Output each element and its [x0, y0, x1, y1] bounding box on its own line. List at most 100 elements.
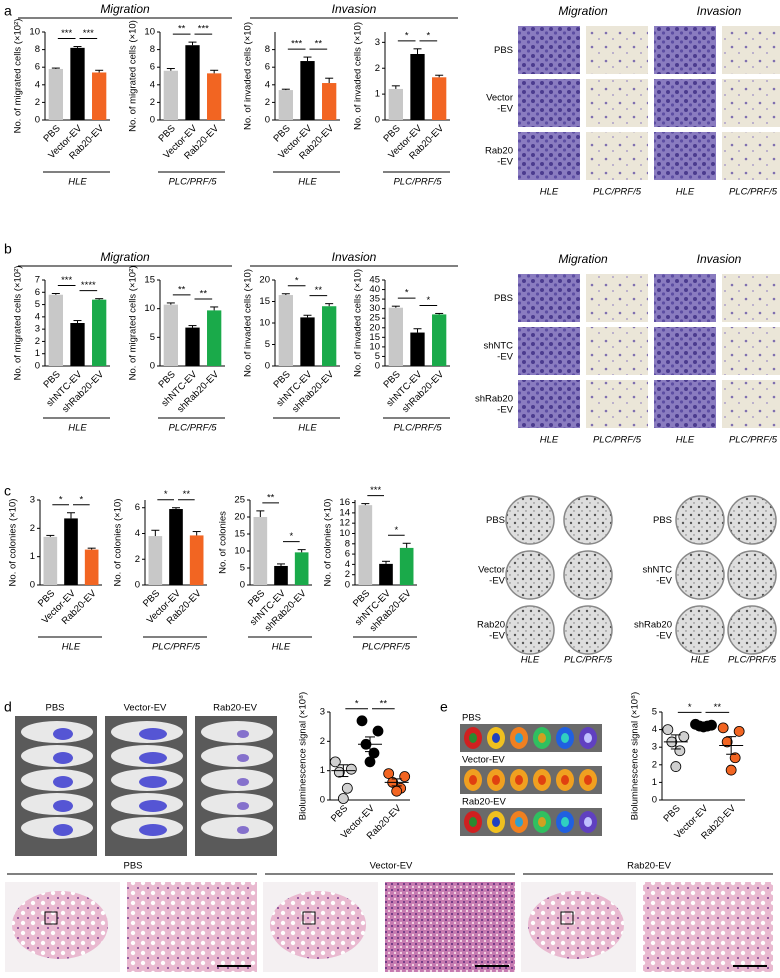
y-tick-label: 0 — [150, 115, 155, 126]
y-tick-label: 4 — [135, 528, 140, 539]
group-header: Rab20-EV — [627, 861, 671, 872]
significance-label: * — [164, 489, 168, 500]
row-label: shRab20 -EV — [634, 619, 673, 641]
y-tick-label: 20 — [369, 322, 380, 333]
bar — [92, 72, 107, 120]
row-label-line: -EV — [489, 575, 506, 586]
y-tick-label: 16 — [339, 497, 350, 508]
error-bar — [435, 74, 444, 78]
y-axis-label: No. of migrated cells (×10) — [128, 20, 139, 132]
y-tick-label: 3 — [30, 495, 35, 506]
error-bar — [361, 503, 370, 506]
bar — [278, 90, 293, 120]
image-row-label: PBS — [462, 713, 481, 724]
image-col-label: HLE — [540, 187, 559, 198]
group-header: PBS — [123, 861, 142, 872]
image-header: Invasion — [697, 4, 742, 18]
y-tick-label: 2 — [35, 97, 40, 108]
micrograph — [722, 132, 780, 180]
signal — [139, 776, 167, 788]
dot — [329, 756, 341, 768]
error-bar — [95, 69, 104, 73]
error-bar — [325, 77, 334, 84]
row-label-line: Vector — [478, 564, 505, 575]
signal — [139, 800, 167, 812]
error-bar — [382, 560, 390, 564]
panel-label: c — [4, 483, 11, 499]
y-tick-label: 45 — [369, 275, 380, 286]
colony-plate — [563, 495, 613, 545]
y-tick-label: 4 — [35, 79, 40, 90]
lung-strip — [460, 724, 602, 752]
significance-label: *** — [291, 39, 302, 50]
group-label: HLE — [298, 177, 317, 188]
y-tick-label: 14 — [339, 507, 350, 518]
y-tick-label: 0 — [345, 580, 350, 591]
y-axis-label: No. of migrated cells (×10²) — [13, 19, 24, 134]
image-col-label: PLC/PRF/5 — [593, 187, 642, 198]
bar — [358, 505, 373, 585]
bar — [70, 323, 85, 366]
error-bar — [281, 88, 290, 91]
dot — [337, 793, 349, 804]
colony-plate — [563, 550, 613, 600]
y-tick-label: 15 — [144, 275, 155, 286]
image-col-label: PLC/PRF/5 — [593, 435, 642, 446]
y-tick-label: 0 — [35, 361, 40, 372]
error-bar — [338, 764, 349, 778]
group-label: PLC/PRF/5 — [168, 177, 217, 188]
y-tick-label: 20 — [234, 512, 245, 523]
tissue — [270, 891, 366, 959]
y-tick-label: 3 — [35, 324, 40, 335]
dot — [729, 752, 741, 764]
group-label: HLE — [298, 423, 317, 434]
bar — [300, 61, 315, 120]
y-tick-label: 2 — [30, 523, 35, 534]
signal — [53, 824, 73, 836]
bar — [294, 552, 309, 585]
y-tick-label: 0 — [265, 115, 270, 126]
y-tick-label: 6 — [345, 549, 350, 560]
micrograph — [654, 79, 716, 127]
row-label-line: shRab20 — [475, 393, 513, 404]
y-tick-label: 10 — [339, 528, 350, 539]
error-bar — [210, 306, 219, 311]
y-axis-label: No. of colonies (×10) — [323, 499, 334, 587]
y-tick-label: 40 — [369, 284, 380, 295]
bar — [70, 47, 85, 121]
significance-label: *** — [61, 28, 72, 39]
error-bar — [51, 293, 60, 295]
y-tick-label: 4 — [265, 79, 270, 90]
significance-label: * — [405, 288, 409, 299]
error-bar — [413, 328, 422, 333]
row-label-line: -EV — [656, 575, 673, 586]
error-bar — [281, 293, 290, 296]
y-tick-label: 2 — [320, 736, 325, 747]
y-axis-label: No. of invaded cells (×10) — [243, 269, 254, 377]
row-label: PBS — [494, 45, 513, 56]
dot — [372, 725, 384, 737]
colony-plate — [505, 605, 555, 655]
signal — [139, 752, 167, 764]
row-label: shNTC -EV — [483, 340, 513, 362]
y-tick-label: 6 — [135, 502, 140, 513]
panel-label: b — [4, 241, 12, 257]
group-label: HLE — [62, 642, 81, 653]
error-bar — [51, 67, 60, 69]
row-label-line: Rab20 — [485, 145, 513, 156]
x-tick-label: PBS — [329, 803, 350, 824]
micrograph — [586, 132, 648, 180]
y-tick-label: 20 — [259, 275, 270, 286]
tissue — [528, 891, 624, 959]
row-label-line: -EV — [656, 630, 673, 641]
y-tick-label: 8 — [35, 44, 40, 55]
dot — [356, 715, 368, 727]
section-header: Invasion — [332, 2, 377, 16]
row-label-line: -EV — [489, 630, 506, 641]
y-tick-label: 4 — [652, 724, 657, 735]
row-label-line: Vector — [486, 92, 513, 103]
y-tick-label: 3 — [375, 37, 380, 48]
y-axis-label: No. of invaded cells (×10) — [353, 269, 364, 377]
significance-label: ** — [315, 285, 323, 296]
significance-label: *** — [61, 275, 72, 286]
